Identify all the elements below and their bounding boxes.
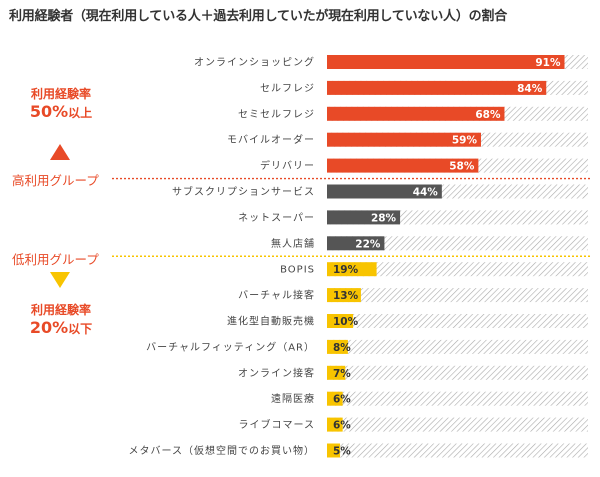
bar <box>327 339 348 354</box>
value-label: 84% <box>517 83 543 95</box>
value-label: 13% <box>333 290 359 302</box>
category-label: デリバリー <box>260 159 315 172</box>
bar <box>327 314 354 328</box>
bar <box>327 236 385 251</box>
value-label: 91% <box>535 57 561 69</box>
bar-background <box>327 417 588 432</box>
bar <box>327 262 377 277</box>
category-label: バーチャルフィッティング（AR） <box>146 340 315 353</box>
category-label: ライブコマース <box>239 418 316 431</box>
up-triangle-icon <box>50 144 70 160</box>
bar <box>327 132 481 147</box>
bar-background <box>327 288 588 303</box>
bar <box>327 391 343 406</box>
category-label: 無人店舗 <box>271 237 315 250</box>
value-label: 6% <box>333 420 351 432</box>
bar <box>327 80 547 95</box>
high-rate-figure: 50%以上 <box>18 102 104 121</box>
value-label: 7% <box>333 368 351 380</box>
bar <box>327 417 343 432</box>
value-label: 58% <box>449 161 475 173</box>
high-rate-value: 50% <box>29 102 69 121</box>
high-rate-callout: 利用経験率 50%以上 <box>18 85 104 121</box>
bar <box>327 210 401 225</box>
bar-background <box>327 365 588 380</box>
category-label: モバイルオーダー <box>227 133 315 146</box>
bar-background <box>327 391 588 406</box>
bar <box>327 158 479 173</box>
low-group-label: 低利用グループ <box>12 252 99 267</box>
category-label: オンラインショッピング <box>194 56 315 69</box>
value-label: 59% <box>452 135 478 147</box>
labels-group: オンラインショッピング 91% セルフレジ 84% セミセルフレジ 68% モバイルオーダー… <box>129 56 561 458</box>
category-label: BOPIS <box>280 265 315 276</box>
bar <box>327 106 505 121</box>
value-label: 6% <box>333 394 351 406</box>
bar-background <box>327 236 588 251</box>
bar <box>327 365 346 380</box>
bar <box>327 443 341 458</box>
bar <box>327 288 361 303</box>
value-label: 68% <box>475 109 501 121</box>
category-label: 遠隔医療 <box>271 392 315 405</box>
category-label: サブスクリプションサービス <box>172 185 315 198</box>
value-label: 10% <box>333 316 359 328</box>
bars-group <box>327 55 588 458</box>
high-rate-suffix: 以上 <box>68 106 93 120</box>
chart-title: 利用経験者（現在利用している人＋過去利用していたが現在利用していない人）の割合 <box>9 9 508 24</box>
category-label: ネットスーパー <box>238 212 315 224</box>
low-rate-caption: 利用経験率 <box>30 303 91 317</box>
low-rate-suffix: 以下 <box>68 322 93 336</box>
bar-background <box>327 339 588 354</box>
value-label: 19% <box>333 264 359 276</box>
low-rate-figure: 20%以下 <box>18 318 104 337</box>
low-rate-callout: 利用経験率 20%以下 <box>18 301 104 337</box>
high-rate-caption: 利用経験率 <box>30 87 91 101</box>
bar-background <box>327 314 588 328</box>
value-label: 28% <box>371 212 397 224</box>
bar <box>327 184 442 199</box>
bar-background <box>327 443 588 458</box>
high-group-label: 高利用グループ <box>12 173 99 188</box>
bar <box>327 55 565 69</box>
value-label: 44% <box>413 187 439 199</box>
value-label: 22% <box>355 238 381 250</box>
category-label: セミセルフレジ <box>238 108 315 120</box>
group-dividers <box>112 177 592 257</box>
category-label: バーチャル接客 <box>238 289 315 302</box>
down-triangle-icon <box>50 272 70 288</box>
category-label: オンライン接客 <box>238 366 315 379</box>
low-rate-value: 20% <box>29 318 69 337</box>
value-label: 8% <box>333 342 351 354</box>
value-label: 5% <box>333 446 351 458</box>
category-label: 進化型自動販売機 <box>227 315 315 328</box>
category-label: メタバース（仮想空間でのお買い物） <box>129 444 316 457</box>
category-label: セルフレジ <box>260 82 315 94</box>
bar-background <box>327 262 588 277</box>
